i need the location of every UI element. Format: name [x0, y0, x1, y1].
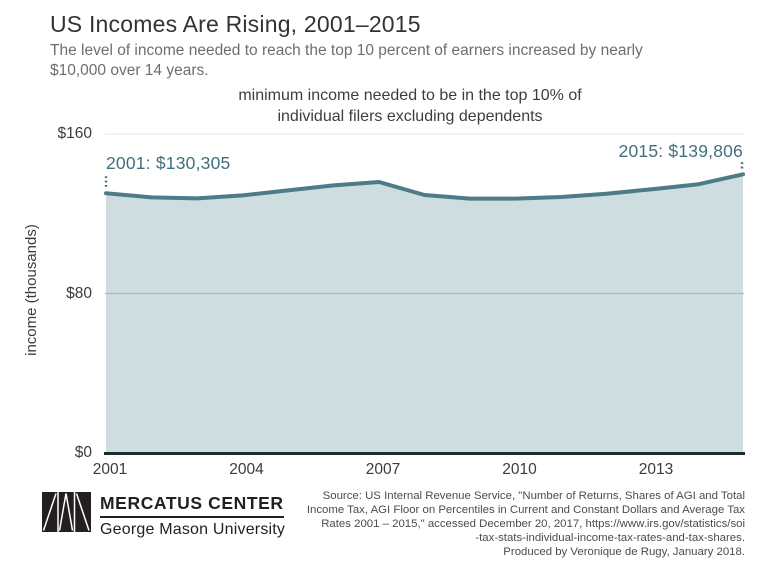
chart-title: minimum income needed to be in the top 1…: [88, 85, 732, 127]
x-tick-label-2001: 2001: [92, 461, 128, 478]
x-tick-label-2004: 2004: [229, 461, 264, 478]
logo-text: MERCATUS CENTER George Mason University: [100, 493, 285, 539]
source-line-4: -tax-stats-individual-income-tax-rates-a…: [475, 532, 745, 545]
y-tick-label-80: $80: [66, 284, 92, 302]
annotation-2001: 2001: $130,305: [106, 153, 231, 174]
source-note: Source: US Internal Revenue Service, "Nu…: [285, 489, 745, 559]
subtitle-line-2: $10,000 over 14 years.: [50, 62, 209, 79]
x-tick-label-2007: 2007: [365, 461, 401, 478]
page-subtitle: The level of income needed to reach the …: [50, 41, 643, 81]
mercatus-logo-icon: [42, 492, 91, 532]
logo-secondary-text: George Mason University: [100, 521, 286, 538]
source-line-2: Income Tax, AGI Floor on Percentiles in …: [306, 504, 745, 517]
income-area-chart: [104, 133, 745, 455]
source-line-3: Rates 2001 – 2015," accessed December 20…: [321, 518, 745, 531]
trend-line: [104, 172, 745, 201]
annotation-2015: 2015: $139,806: [618, 141, 743, 162]
annotation-leader-lines: [104, 162, 744, 190]
page-title: US Incomes Are Rising, 2001–2015: [50, 11, 421, 37]
source-line-1: Source: US Internal Revenue Service, "Nu…: [322, 490, 745, 502]
x-tick-label-2013: 2013: [638, 461, 674, 478]
area-fill: [106, 174, 743, 454]
logo-primary-text: MERCATUS CENTER: [100, 493, 284, 518]
chart-title-line-1: minimum income needed to be in the top 1…: [238, 87, 582, 104]
subtitle-line-1: The level of income needed to reach the …: [50, 42, 643, 59]
y-tick-label-160: $160: [57, 125, 92, 142]
x-tick-label-2010: 2010: [502, 461, 537, 478]
source-line-5: Produced by Veronique de Rugy, January 2…: [503, 546, 745, 559]
y-tick-label-0: $0: [74, 444, 92, 461]
chart-title-line-2: individual filers excluding dependents: [277, 108, 543, 125]
